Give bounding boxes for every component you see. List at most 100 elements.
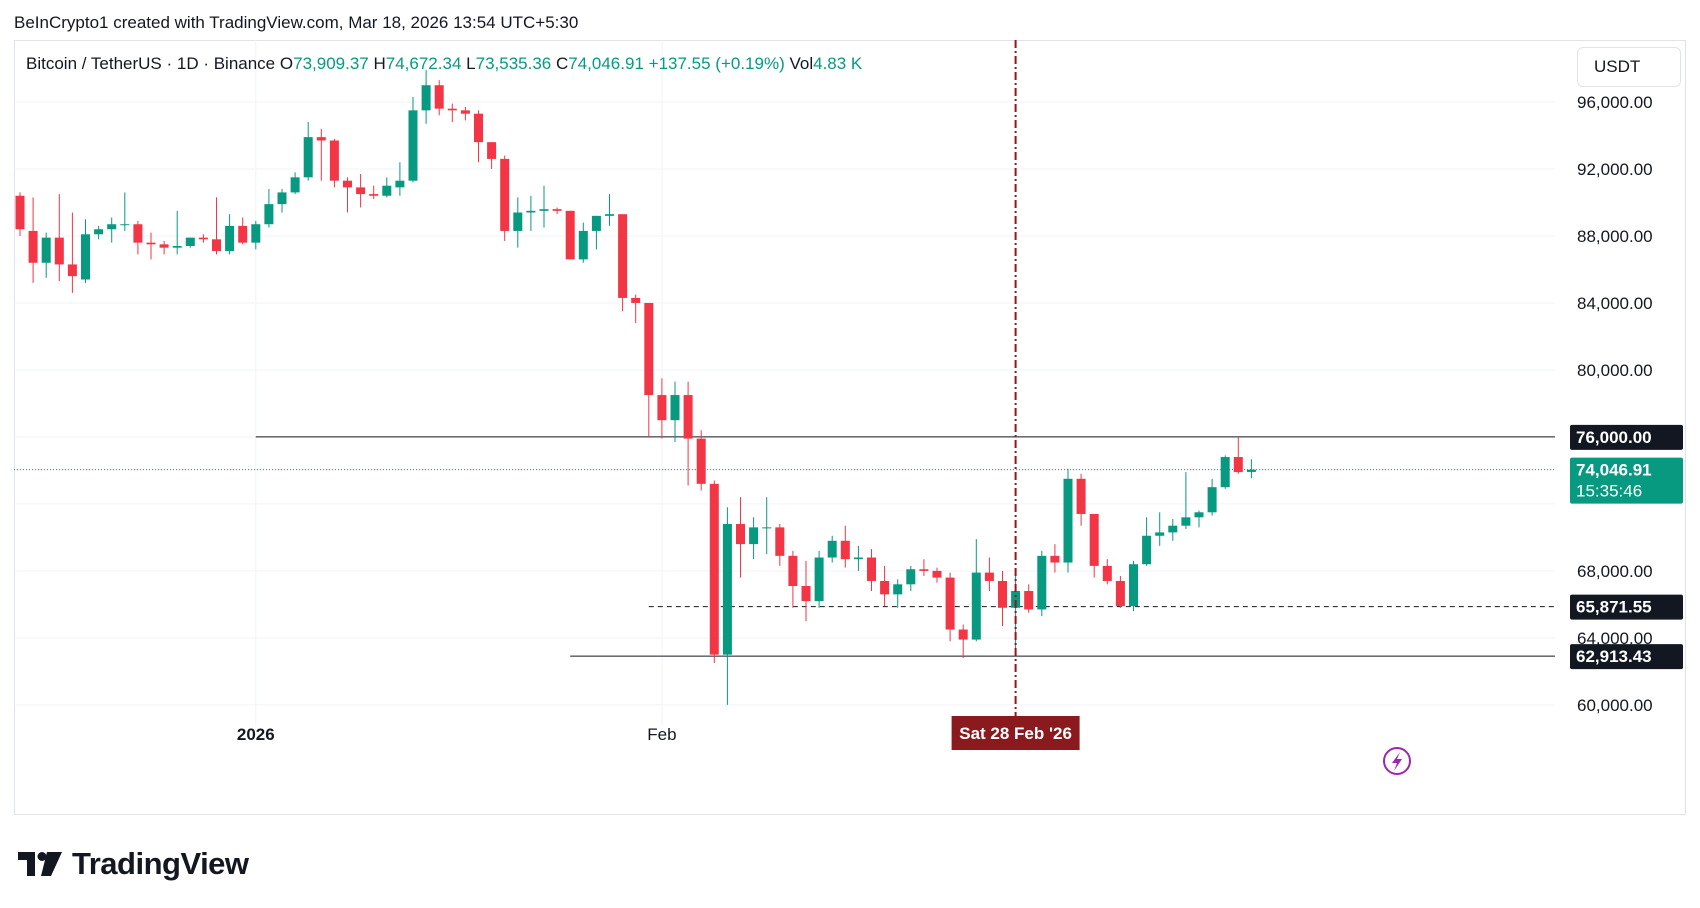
candle[interactable] bbox=[945, 572, 955, 642]
candle[interactable] bbox=[814, 550, 824, 608]
candle[interactable] bbox=[775, 524, 785, 566]
currency-button[interactable]: USDT bbox=[1577, 47, 1681, 87]
candle[interactable] bbox=[709, 480, 719, 664]
candle[interactable] bbox=[94, 225, 104, 240]
candle[interactable] bbox=[447, 103, 457, 123]
candle[interactable] bbox=[1076, 473, 1086, 526]
candle[interactable] bbox=[591, 215, 601, 250]
candle[interactable] bbox=[1246, 459, 1256, 479]
candle[interactable] bbox=[605, 194, 614, 226]
candle[interactable] bbox=[736, 497, 745, 578]
candle[interactable] bbox=[722, 507, 732, 705]
tradingview-logo[interactable]: TradingView bbox=[18, 846, 249, 882]
candle[interactable] bbox=[696, 430, 706, 491]
candle[interactable] bbox=[565, 210, 575, 260]
candle[interactable] bbox=[81, 219, 90, 283]
candle[interactable] bbox=[1024, 584, 1034, 613]
candle[interactable] bbox=[303, 122, 313, 181]
candle[interactable] bbox=[1129, 560, 1138, 612]
candle[interactable] bbox=[1155, 512, 1165, 546]
candle[interactable] bbox=[958, 624, 968, 659]
candle[interactable] bbox=[460, 106, 470, 121]
candle[interactable] bbox=[329, 138, 339, 188]
candle[interactable] bbox=[893, 579, 903, 608]
candle[interactable] bbox=[657, 378, 667, 439]
candle[interactable] bbox=[172, 210, 182, 255]
candle[interactable] bbox=[932, 567, 942, 583]
candle[interactable] bbox=[316, 128, 326, 181]
candle[interactable] bbox=[343, 177, 352, 213]
candle[interactable] bbox=[867, 549, 876, 592]
candle[interactable] bbox=[41, 232, 51, 278]
candle[interactable] bbox=[277, 189, 287, 213]
candle[interactable] bbox=[880, 565, 890, 607]
candle[interactable] bbox=[670, 381, 680, 442]
candle[interactable] bbox=[212, 197, 221, 255]
candle[interactable] bbox=[290, 172, 300, 195]
candle[interactable] bbox=[749, 517, 759, 560]
candle[interactable] bbox=[146, 232, 156, 260]
candle[interactable] bbox=[1168, 518, 1178, 541]
candle[interactable] bbox=[1220, 455, 1230, 489]
candle[interactable] bbox=[578, 222, 588, 263]
candle[interactable] bbox=[159, 240, 169, 255]
candle[interactable] bbox=[251, 220, 261, 250]
candle[interactable] bbox=[1142, 517, 1152, 566]
candle[interactable] bbox=[28, 197, 38, 283]
candle[interactable] bbox=[107, 217, 117, 243]
candle-body bbox=[578, 230, 588, 260]
candle[interactable] bbox=[827, 535, 837, 563]
candle[interactable] bbox=[539, 185, 549, 228]
candle[interactable] bbox=[395, 162, 405, 196]
candle[interactable] bbox=[54, 194, 64, 282]
candle[interactable] bbox=[15, 192, 25, 236]
candle[interactable] bbox=[408, 96, 418, 183]
candle[interactable] bbox=[1115, 575, 1125, 608]
candle[interactable] bbox=[67, 212, 77, 293]
candle[interactable] bbox=[434, 80, 444, 116]
candle[interactable] bbox=[513, 197, 523, 248]
candle[interactable] bbox=[788, 550, 798, 608]
candle[interactable] bbox=[382, 177, 392, 198]
candle[interactable] bbox=[971, 539, 981, 642]
candle[interactable] bbox=[644, 302, 654, 437]
candle[interactable] bbox=[1063, 468, 1073, 573]
candle[interactable] bbox=[998, 570, 1007, 627]
candle[interactable] bbox=[198, 234, 208, 243]
candle[interactable] bbox=[500, 155, 510, 241]
candle[interactable] bbox=[185, 237, 195, 248]
candle[interactable] bbox=[421, 70, 431, 124]
candle[interactable] bbox=[264, 189, 274, 228]
candle[interactable] bbox=[906, 565, 916, 592]
candle[interactable] bbox=[1207, 478, 1217, 516]
candle[interactable] bbox=[526, 195, 536, 231]
candle[interactable] bbox=[801, 560, 811, 622]
candle[interactable] bbox=[356, 173, 366, 208]
candle[interactable] bbox=[618, 214, 628, 312]
tradingview-logo-icon bbox=[18, 852, 62, 876]
candle[interactable] bbox=[840, 525, 850, 568]
flash-icon[interactable] bbox=[1383, 747, 1411, 775]
candle[interactable] bbox=[1050, 544, 1060, 573]
candle[interactable] bbox=[487, 142, 497, 169]
candle[interactable] bbox=[1037, 550, 1047, 617]
candle[interactable] bbox=[1194, 510, 1204, 528]
candle[interactable] bbox=[133, 220, 143, 255]
candle[interactable] bbox=[762, 497, 772, 555]
candle[interactable] bbox=[683, 381, 693, 486]
candle[interactable] bbox=[919, 559, 929, 576]
candle[interactable] bbox=[369, 185, 379, 200]
candle[interactable] bbox=[225, 214, 235, 255]
candle[interactable] bbox=[853, 545, 863, 571]
candle[interactable] bbox=[1181, 472, 1191, 530]
candle[interactable] bbox=[1089, 513, 1099, 578]
candle[interactable] bbox=[984, 557, 994, 592]
candle[interactable] bbox=[631, 294, 641, 324]
candle[interactable] bbox=[1233, 436, 1243, 474]
candle[interactable] bbox=[120, 192, 130, 231]
candle[interactable] bbox=[552, 207, 562, 215]
candle[interactable] bbox=[1102, 559, 1112, 585]
candle[interactable] bbox=[238, 217, 248, 245]
candle[interactable] bbox=[474, 110, 483, 163]
